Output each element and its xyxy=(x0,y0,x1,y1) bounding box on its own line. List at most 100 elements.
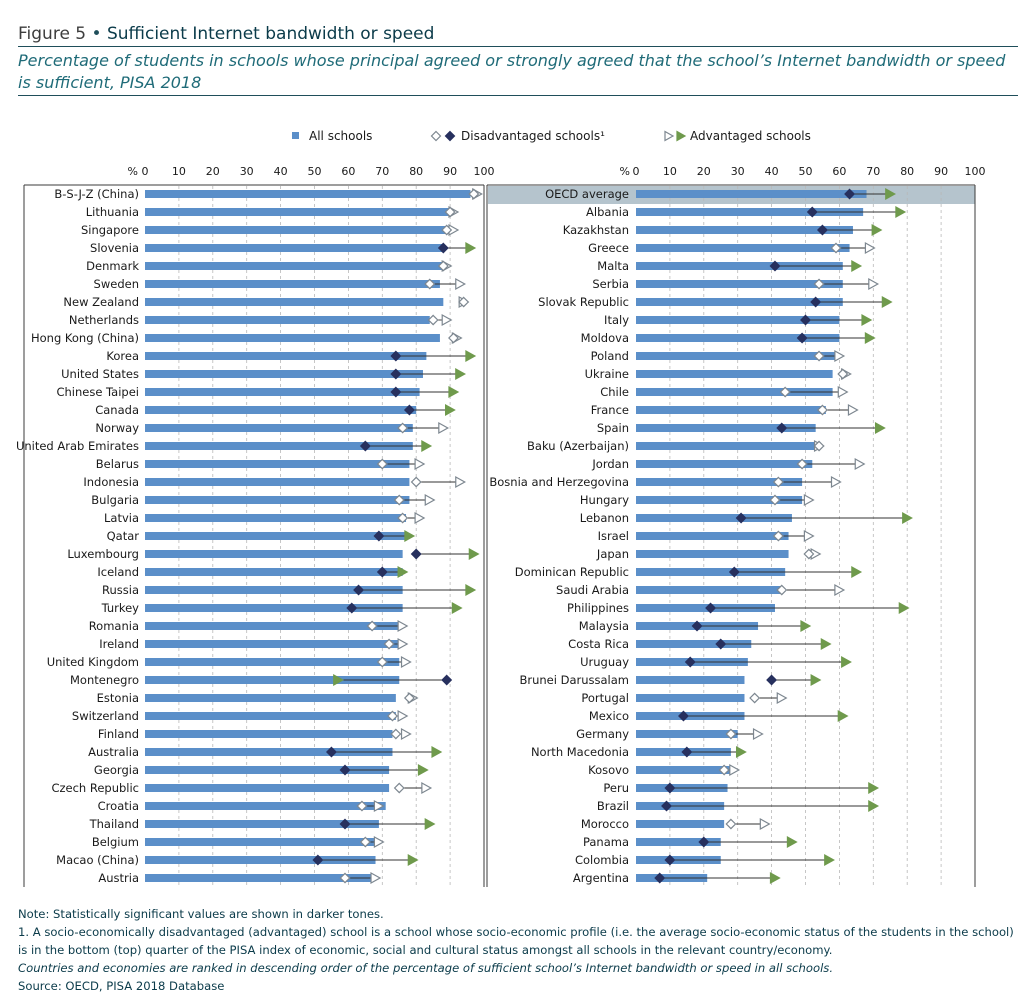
p2-tick-label-0: 0 xyxy=(633,165,640,178)
p1-bar-all-schools xyxy=(145,226,447,234)
p1-marker-disadvantaged xyxy=(390,350,402,362)
p1-marker-advantaged xyxy=(445,403,456,417)
p1-bar-all-schools xyxy=(145,694,396,702)
p1-marker-disadvantaged xyxy=(393,782,405,794)
title-bullet: • xyxy=(91,24,102,44)
p1-marker-disadvantaged xyxy=(312,854,324,866)
p2-marker-advantaged xyxy=(898,601,910,615)
p1-category-label: Denmark xyxy=(86,259,139,273)
p1-marker-disadvantaged xyxy=(373,530,385,542)
p2-marker-advantaged xyxy=(820,637,832,651)
p1-bar-all-schools xyxy=(145,190,471,198)
p2-category-label: Colombia xyxy=(575,853,629,867)
p1-bar-all-schools xyxy=(145,406,417,414)
p1-bar-all-schools xyxy=(145,658,400,666)
p2-marker-disadvantaged xyxy=(813,350,825,362)
p1-marker-advantaged xyxy=(455,475,467,489)
p1-marker-advantaged xyxy=(400,727,412,741)
p2-marker-advantaged xyxy=(841,655,852,669)
p1-marker-advantaged xyxy=(455,367,467,381)
p1-category-label: Netherlands xyxy=(69,313,139,327)
p1-bar-all-schools xyxy=(145,514,407,522)
p2-category-label: Baku (Azerbaijan) xyxy=(527,439,629,453)
p2-category-label: Philippines xyxy=(567,601,629,615)
legend-triangle-nonsig xyxy=(664,130,675,142)
p2-marker-disadvantaged xyxy=(844,188,856,200)
subtitle-rule xyxy=(18,95,1018,96)
p1-marker-disadvantaged xyxy=(403,692,415,704)
p2-marker-advantaged xyxy=(868,781,880,795)
p2-marker-disadvantaged xyxy=(661,800,672,812)
legend-label-disadvantaged: Disadvantaged schools¹ xyxy=(461,129,605,143)
p2-category-label: Dominican Republic xyxy=(515,565,629,579)
p1-category-label: Thailand xyxy=(89,817,139,831)
p1-marker-advantaged xyxy=(421,439,433,453)
p2-marker-advantaged xyxy=(885,187,896,201)
p1-marker-disadvantaged xyxy=(359,836,371,848)
p1-marker-advantaged xyxy=(407,853,419,867)
p1-marker-advantaged xyxy=(424,817,436,831)
p2-marker-disadvantaged xyxy=(772,530,784,542)
p2-tick-label-20: 20 xyxy=(697,165,711,178)
p2-marker-advantaged xyxy=(902,511,913,525)
p2-category-label: Albania xyxy=(586,205,629,219)
p1-category-label: Montenegro xyxy=(70,673,139,687)
p1-bar-all-schools xyxy=(145,550,403,558)
p1-axis-percent-label: % xyxy=(128,165,138,178)
p1-tick-label-100: 100 xyxy=(474,165,495,178)
p2-marker-disadvantaged xyxy=(728,566,740,578)
p1-marker-advantaged xyxy=(468,547,480,561)
p1-category-label: Georgia xyxy=(94,763,139,777)
p1-bar-all-schools xyxy=(145,262,444,270)
p2-marker-disadvantaged xyxy=(678,710,689,722)
p2-marker-advantaged xyxy=(854,457,866,471)
p1-tick-label-40: 40 xyxy=(274,165,288,178)
p1-bar-all-schools xyxy=(145,622,400,630)
p2-marker-advantaged xyxy=(864,241,876,255)
p1-category-label: Estonia xyxy=(97,691,139,705)
p1-marker-advantaged xyxy=(424,493,436,507)
p2-marker-disadvantaged xyxy=(749,692,761,704)
p1-bar-all-schools xyxy=(145,874,373,882)
p1-tick-label-30: 30 xyxy=(240,165,254,178)
p2-marker-advantaged xyxy=(837,709,849,723)
p2-marker-disadvantaged xyxy=(837,368,849,380)
p1-category-label: Finland xyxy=(98,727,139,741)
p1-marker-advantaged xyxy=(465,583,477,597)
p2-marker-advantaged xyxy=(729,763,741,777)
p1-bar-all-schools xyxy=(145,316,430,324)
p2-category-label: Peru xyxy=(603,781,629,795)
p1-category-label: Ireland xyxy=(99,637,139,651)
p1-tick-label-0: 0 xyxy=(142,165,149,178)
p1-marker-advantaged xyxy=(397,619,409,633)
p2-bar-all-schools xyxy=(636,406,826,414)
p2-category-label: Hungary xyxy=(580,493,629,507)
p1-category-label: Romania xyxy=(89,619,139,633)
p2-marker-disadvantaged xyxy=(817,224,828,236)
p2-bar-all-schools xyxy=(636,370,833,378)
p2-marker-advantaged xyxy=(752,727,764,741)
p1-bar-all-schools xyxy=(145,460,410,468)
p1-marker-advantaged xyxy=(373,799,385,813)
p2-bar-all-schools xyxy=(636,766,731,774)
p2-category-label: Japan xyxy=(596,547,629,561)
p2-category-label: Italy xyxy=(604,313,629,327)
p1-marker-disadvantaged xyxy=(346,602,358,614)
p2-marker-advantaged xyxy=(847,403,859,417)
p2-bar-all-schools xyxy=(636,298,843,306)
p2-category-label: Spain xyxy=(597,421,629,435)
p1-category-label: Bulgaria xyxy=(91,493,139,507)
p2-marker-disadvantaged xyxy=(772,476,784,488)
p1-bar-all-schools xyxy=(145,820,379,828)
p2-category-label: Brunei Darussalam xyxy=(519,673,629,687)
p1-marker-disadvantaged xyxy=(339,764,351,776)
p2-bar-all-schools xyxy=(636,640,752,648)
p2-marker-advantaged xyxy=(868,277,880,291)
figure-label: Figure 5 xyxy=(18,24,87,44)
p1-bar-all-schools xyxy=(145,298,444,306)
p2-tick-label-40: 40 xyxy=(765,165,779,178)
p1-marker-disadvantaged xyxy=(458,296,470,308)
p2-marker-advantaged xyxy=(851,565,863,579)
p2-marker-disadvantaged xyxy=(766,674,778,686)
p2-marker-disadvantaged xyxy=(830,242,842,254)
